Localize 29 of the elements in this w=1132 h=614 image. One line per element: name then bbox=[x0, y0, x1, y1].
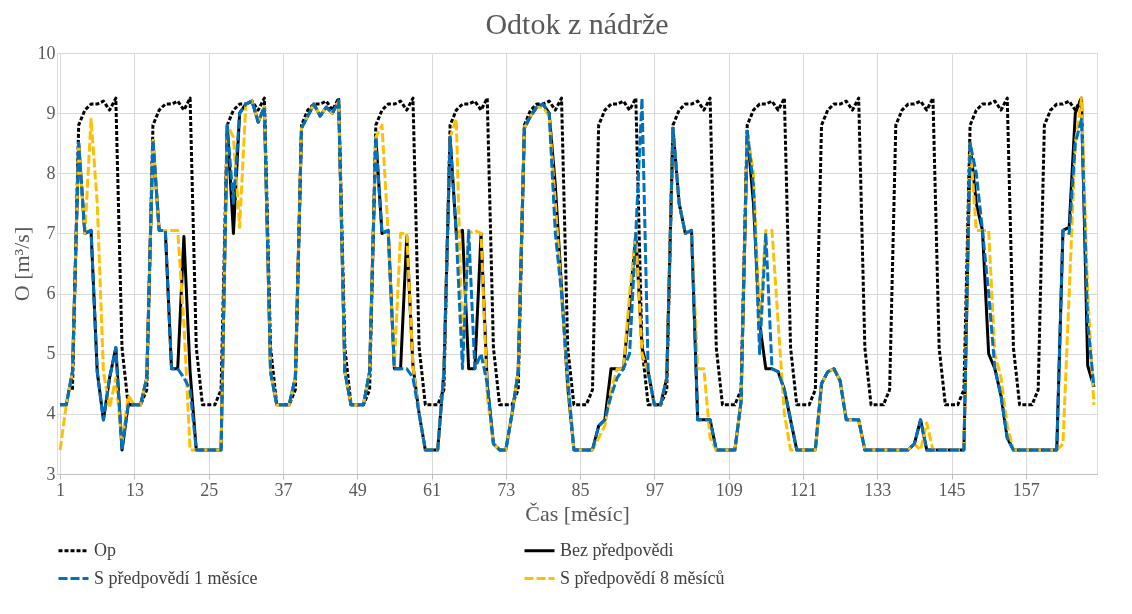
y-tick-label: 10 bbox=[37, 42, 56, 63]
x-tick-label: 97 bbox=[645, 479, 664, 500]
y-tick-label: 5 bbox=[46, 343, 56, 364]
y-axis-title: O [m³/s] bbox=[8, 226, 34, 302]
x-tick-label: 133 bbox=[864, 479, 892, 500]
y-tick-label: 8 bbox=[46, 162, 56, 183]
x-tick-label: 109 bbox=[715, 479, 743, 500]
y-tick-label: 6 bbox=[46, 283, 56, 304]
x-tick-label: 145 bbox=[938, 479, 966, 500]
x-tick-label: 49 bbox=[348, 479, 367, 500]
x-axis-title: Čas [měsíc] bbox=[525, 500, 630, 526]
x-tick-label: 73 bbox=[497, 479, 516, 500]
x-tick-label: 1 bbox=[56, 479, 66, 500]
x-tick-label: 121 bbox=[789, 479, 817, 500]
y-tick-label: 7 bbox=[46, 222, 56, 243]
x-tick-label: 25 bbox=[200, 479, 219, 500]
x-tick-label: 13 bbox=[125, 479, 144, 500]
legend-label: Bez předpovědi bbox=[560, 539, 674, 560]
y-tick-label: 4 bbox=[46, 403, 56, 424]
legend-label: S předpovědí 1 měsíce bbox=[94, 567, 258, 588]
legend-label: S předpovědí 8 měsíců bbox=[560, 567, 725, 588]
y-tick-label: 3 bbox=[46, 463, 56, 484]
x-tick-label: 85 bbox=[571, 479, 590, 500]
x-tick-label: 61 bbox=[423, 479, 442, 500]
legend-label: Op bbox=[94, 539, 116, 560]
y-tick-label: 9 bbox=[46, 102, 56, 123]
chart-title: Odtok z nádrže bbox=[485, 7, 669, 40]
x-tick-label: 37 bbox=[274, 479, 293, 500]
x-tick-label: 157 bbox=[1012, 479, 1040, 500]
